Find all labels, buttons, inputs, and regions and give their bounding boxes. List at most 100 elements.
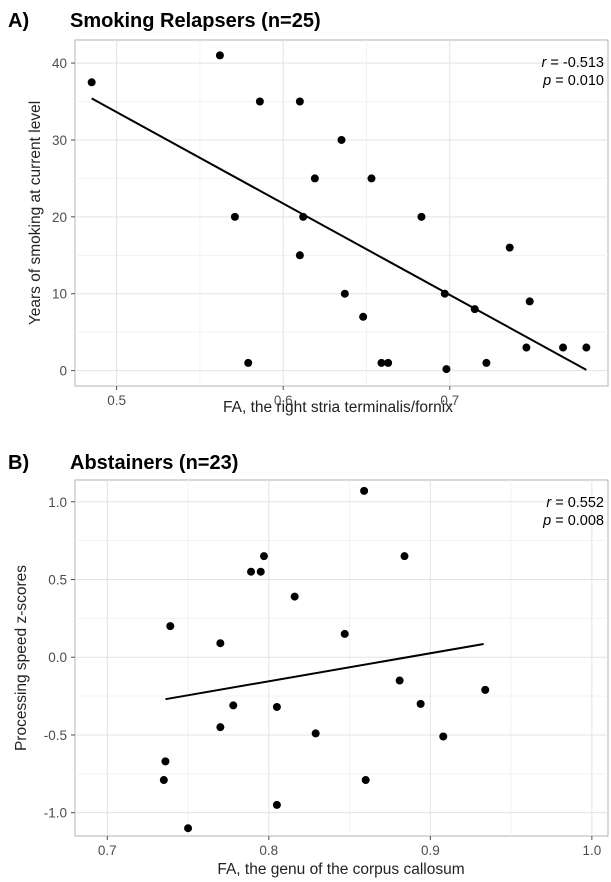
data-point <box>272 800 281 809</box>
data-point <box>166 622 175 631</box>
p-value-line: p = 0.008 <box>542 513 604 529</box>
correlation-r: r = 0.552 <box>546 495 604 511</box>
y-tick-label: 10 <box>52 287 67 302</box>
y-tick-label: 40 <box>52 56 67 71</box>
r-symbol: r <box>542 55 548 71</box>
data-points <box>159 486 490 833</box>
data-point <box>161 757 170 766</box>
data-point <box>215 51 224 60</box>
data-point <box>417 212 426 221</box>
p-value: = 0.010 <box>551 73 604 89</box>
data-point <box>216 723 225 732</box>
correlation-r: r = -0.513 <box>542 55 604 71</box>
data-point <box>340 289 349 298</box>
panel-label: B) <box>8 452 29 474</box>
data-point <box>216 639 225 648</box>
y-axis-title: Years of smoking at current level <box>27 101 44 325</box>
data-point <box>482 358 491 367</box>
y-tick-label: 0 <box>59 364 67 379</box>
y-tick-label: 30 <box>52 133 67 148</box>
panel-title: Abstainers (n=23) <box>70 452 238 474</box>
y-axis-ticks: -1.0 -0.5 0.0 0.5 1.0 <box>44 495 75 821</box>
data-point <box>367 174 376 183</box>
x-tick-label: 0.7 <box>98 843 117 858</box>
plot-area-border <box>74 479 609 837</box>
data-point <box>230 212 239 221</box>
data-point <box>259 552 268 561</box>
data-point <box>340 629 349 638</box>
data-point <box>522 343 531 352</box>
data-points <box>87 51 591 374</box>
p-value-line: p = 0.010 <box>542 73 604 89</box>
p-value: = 0.008 <box>551 513 604 529</box>
x-tick-label: 0.5 <box>107 393 126 408</box>
data-point <box>295 97 304 106</box>
data-point <box>159 776 168 785</box>
data-point <box>384 358 393 367</box>
regression-line <box>165 643 484 701</box>
x-tick-label: 0.6 <box>274 393 293 408</box>
r-value: = 0.552 <box>551 495 604 511</box>
r-symbol: r <box>546 495 552 511</box>
data-point <box>470 305 479 314</box>
data-point <box>299 212 308 221</box>
data-point <box>395 676 404 685</box>
data-point <box>256 567 265 576</box>
data-point <box>359 312 368 321</box>
data-point <box>290 592 299 601</box>
data-point <box>295 251 304 260</box>
data-point <box>439 732 448 741</box>
x-axis-title: FA, the right stria terminalis/fornix <box>223 399 453 416</box>
data-point <box>559 343 568 352</box>
panel-title: Smoking Relapsers (n=25) <box>70 10 321 32</box>
p-symbol: p <box>542 73 551 89</box>
y-tick-label: 0.0 <box>48 650 67 665</box>
x-tick-label: 1.0 <box>582 843 601 858</box>
x-axis-ticks: 0.7 0.8 0.9 1.0 <box>98 836 601 858</box>
x-tick-label: 0.8 <box>259 843 278 858</box>
grid <box>75 480 608 836</box>
x-axis-ticks: 0.5 0.6 0.7 <box>107 386 459 408</box>
x-tick-label: 0.9 <box>421 843 440 858</box>
data-point <box>377 358 386 367</box>
data-point <box>310 174 319 183</box>
data-point <box>272 702 281 711</box>
y-tick-label: 1.0 <box>48 495 67 510</box>
x-tick-label: 0.7 <box>440 393 459 408</box>
panel-a: A) Smoking Relapsers (n=25) 0.5 0.6 0.7 0 1… <box>8 10 609 416</box>
data-point <box>361 776 370 785</box>
data-point <box>400 552 409 561</box>
data-point <box>255 97 264 106</box>
y-tick-label: -1.0 <box>44 806 67 821</box>
y-axis-ticks: 0 10 20 30 40 <box>52 56 75 379</box>
data-point <box>247 567 256 576</box>
regression-line-group <box>91 97 587 371</box>
panel-b: B) Abstainers (n=23) 0.7 0.8 0.9 1.0 -1.0 -0… <box>8 452 609 878</box>
data-point <box>311 729 320 738</box>
regression-line <box>91 97 587 371</box>
x-axis-title: FA, the genu of the corpus callosum <box>217 861 464 878</box>
y-tick-label: 20 <box>52 210 67 225</box>
y-tick-label: 0.5 <box>48 572 67 587</box>
data-point <box>337 135 346 144</box>
regression-line-group <box>165 643 484 701</box>
data-point <box>229 701 238 710</box>
data-point <box>481 685 490 694</box>
data-point <box>582 343 591 352</box>
data-point <box>360 486 369 495</box>
data-point <box>184 824 193 833</box>
data-point <box>442 365 451 374</box>
data-point <box>244 358 253 367</box>
y-tick-label: -0.5 <box>44 728 67 743</box>
data-point <box>505 243 514 252</box>
panel-label: A) <box>8 10 29 32</box>
data-point <box>87 78 96 87</box>
data-point <box>440 289 449 298</box>
r-value: = -0.513 <box>546 55 604 71</box>
data-point <box>525 297 534 306</box>
plot-area-border <box>74 39 609 387</box>
y-axis-title: Processing speed z-scores <box>13 565 30 751</box>
p-symbol: p <box>542 513 551 529</box>
data-point <box>416 699 425 708</box>
